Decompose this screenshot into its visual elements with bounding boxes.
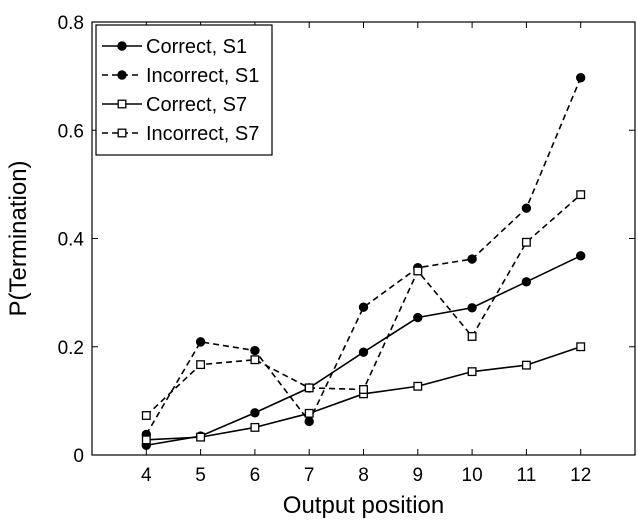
series-2-point: [250, 345, 260, 356]
series-4-point: [196, 360, 206, 370]
x-tick-label: 12: [570, 465, 591, 486]
ticks-group: 4 5 6 7 8 9 10 11 12 0 0.2 0.4 0.6 0.8: [58, 13, 635, 486]
legend-label-2: Incorrect, S1: [146, 65, 259, 87]
legend-marker-1: [117, 41, 127, 51]
x-tick-label: 4: [141, 465, 152, 486]
y-tick-label: 0.4: [58, 230, 85, 251]
series-2-point: [358, 302, 369, 312]
x-tick-label: 9: [413, 465, 424, 486]
series-markers-group: [141, 73, 586, 450]
x-tick-label: 7: [304, 465, 315, 486]
series-3-point: [196, 432, 206, 442]
series-3-point: [467, 367, 477, 377]
x-tick-label: 5: [195, 465, 206, 486]
series-line-2: [145, 77, 582, 435]
series-4-point: [250, 355, 260, 365]
series-4-point: [576, 190, 586, 200]
x-tick-label: 11: [517, 465, 537, 486]
y-tick-label: 0.8: [58, 13, 84, 34]
series-2-point: [576, 73, 586, 83]
legend-label-3: Correct, S7: [146, 94, 247, 116]
legend-marker-3: [117, 99, 127, 109]
series-3-point: [141, 435, 151, 445]
legend-label-1: Correct, S1: [146, 36, 247, 58]
series-2-point: [467, 254, 477, 264]
x-tick-label: 10: [462, 465, 483, 486]
series-3-point: [304, 408, 314, 418]
x-axis-label: Output position: [283, 492, 444, 519]
series-2-point: [195, 337, 206, 347]
legend-marker-4: [117, 128, 127, 138]
series-4-point: [304, 383, 314, 393]
x-tick-label: 8: [358, 465, 369, 486]
series-4-point: [467, 332, 477, 341]
legend-marker-2: [117, 70, 127, 80]
x-tick-label: 6: [250, 465, 261, 486]
series-1-point: [576, 251, 586, 261]
series-2-point: [304, 416, 314, 427]
series-1-point: [521, 277, 532, 287]
series-3-point: [413, 381, 423, 391]
series-4-point: [359, 385, 368, 394]
series-4-point: [521, 237, 531, 247]
series-1-point: [413, 312, 423, 323]
series-3-point: [250, 422, 260, 432]
y-tick-label: 0.6: [58, 121, 84, 142]
series-3-point: [576, 342, 586, 352]
y-axis-label: P(Termination): [5, 160, 32, 316]
series-3-point: [521, 360, 531, 370]
legend-label-4: Incorrect, S7: [146, 123, 259, 145]
series-2-point: [521, 203, 532, 213]
series-1-point: [467, 303, 477, 313]
y-tick-label: 0: [73, 446, 84, 467]
series-1-point: [250, 408, 260, 418]
y-tick-label: 0.2: [58, 338, 84, 359]
series-1-point: [358, 347, 369, 357]
series-4-point: [141, 411, 151, 420]
legend: Correct, S1 Incorrect, S1 Correct, S7 Incor…: [95, 24, 273, 156]
series-4-point: [413, 266, 423, 276]
